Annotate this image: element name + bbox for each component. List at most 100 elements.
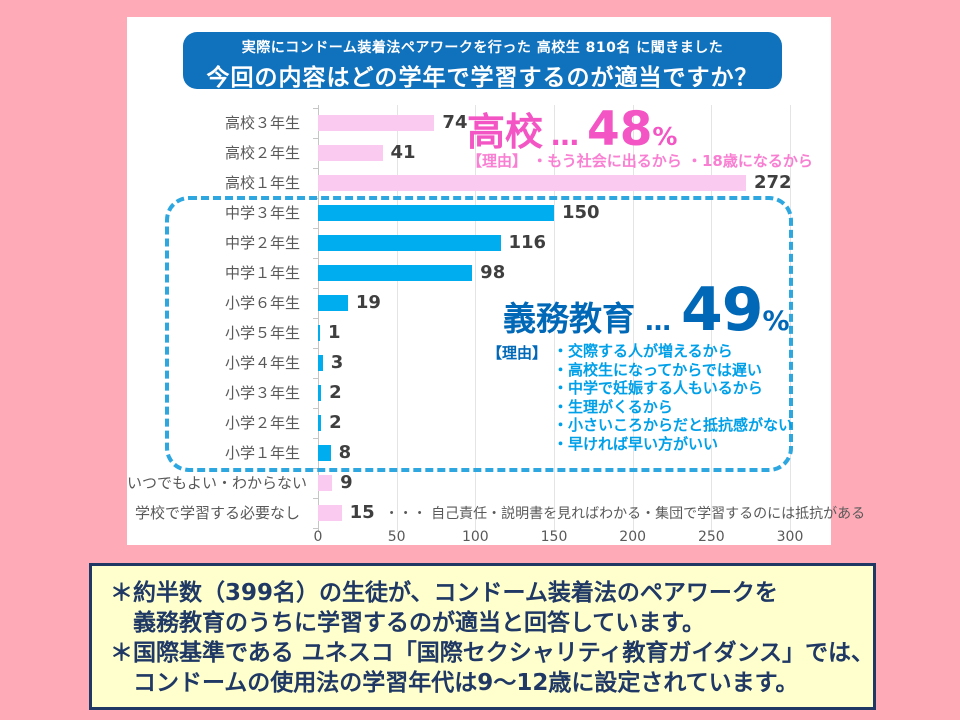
chart-row: 学校で学習する必要なし 15 ・・・ 自己責任・説明書を見ればわかる・集団で学習する… [127, 498, 865, 528]
category-label: 学校で学習する必要なし [134, 504, 300, 522]
category-label: 中学２年生 [224, 234, 300, 252]
highschool-reasons: 【理由】 ・もう社会に出るから ・18歳になるから [467, 152, 813, 170]
compulsory-percent-value: 49 [681, 275, 763, 345]
footnote-box: ＊約半数（399名）の生徒が、コンドーム装着法のペアワークを 義務教育のうちに学… [89, 563, 876, 710]
chart-row: 高校２年生 41 [127, 138, 831, 168]
chart-row: 小学５年生 1 [127, 318, 831, 348]
bar [318, 505, 342, 521]
category-label: 中学３年生 [224, 204, 300, 222]
category-label: 小学１年生 [224, 444, 300, 462]
value-label: 19 [355, 292, 381, 313]
bar [318, 415, 322, 431]
title-banner: 実際にコンドーム装着法ペアワークを行った 高校生 810名 に聞きました 今回の… [183, 32, 782, 91]
bar [318, 265, 473, 281]
compulsory-percent-unit: % [762, 306, 790, 337]
highschool-percentage-callout: 高校 … 48 % [467, 101, 677, 157]
value-label: 41 [390, 142, 416, 163]
footnote-line: 義務教育のうちに学習するのが適当と回答しています。 [110, 610, 706, 636]
chart-row: いつでもよい・わからない 9 [127, 468, 831, 498]
bar [318, 235, 501, 251]
chart-row: 中学３年生 150 [127, 198, 831, 228]
x-axis-tick-label: 150 [540, 529, 568, 545]
gridline [396, 105, 398, 532]
chart-row: 小学６年生 19 [127, 288, 831, 318]
category-label: 中学１年生 [224, 264, 300, 282]
category-axis-tick [313, 438, 318, 439]
chart-row: 小学３年生 2 [127, 378, 831, 408]
chart-row: 中学１年生 98 [127, 258, 831, 288]
compulsory-percentage-callout: 義務教育 … 49 % [503, 275, 790, 345]
value-label: 15 ・・・ 自己責任・説明書を見ればわかる・集団で学習するのには抵抗がある [349, 502, 866, 523]
category-label: 小学４年生 [224, 354, 300, 372]
chart-row: 高校３年生 74 [127, 108, 831, 138]
value-label: 116 [508, 232, 547, 253]
x-axis-tick-label: 250 [697, 529, 725, 545]
gridline [632, 105, 634, 532]
highschool-dots: … [551, 119, 580, 152]
value-label: 9 [340, 472, 353, 493]
bar [318, 355, 323, 371]
bar [318, 175, 746, 191]
category-axis-tick [313, 498, 318, 499]
value-label: 2 [329, 412, 342, 433]
footnote-line: ＊国際基準である ユネスコ「国際セクシャリティ教育ガイダンス」では、 [110, 640, 875, 666]
value-label: 74 [442, 112, 468, 133]
reason-item: ・中学で妊娠する人もいるから [553, 379, 763, 397]
reason-item: ・生理がくるから [553, 397, 673, 416]
compulsory-reasons-list: ・交際する人が増えるから ・高校生になってからでは遅い ・中学で妊娠する人もいるから… [553, 342, 793, 453]
footnote-line: コンドームの使用法の学習年代は9～12歳に設定されています。 [110, 670, 799, 696]
category-axis-tick [313, 288, 318, 289]
gridline [554, 105, 555, 532]
compulsory-dots: … [645, 307, 671, 337]
reason-item: ・高校生になってからでは遅い [553, 360, 762, 379]
category-axis-tick [313, 258, 318, 259]
category-label: 高校３年生 [224, 114, 300, 132]
category-axis-tick [313, 228, 318, 229]
value-label: 1 [328, 322, 341, 343]
value-label: 2 [329, 382, 342, 403]
value-label: 98 [480, 262, 506, 283]
value-label: 272 [753, 172, 792, 193]
category-axis-tick [313, 378, 318, 379]
x-axis-tick-label: 100 [461, 529, 489, 545]
x-axis-tick-label: 50 [387, 529, 406, 545]
highschool-label: 高校 [467, 110, 544, 154]
bar [318, 445, 331, 461]
category-label: 高校１年生 [224, 174, 300, 192]
chart-row: 小学４年生 3 [127, 348, 831, 378]
y-axis-line [318, 105, 319, 532]
category-axis-tick [313, 138, 318, 139]
value-label: 8 [338, 442, 352, 463]
bar [318, 115, 435, 131]
highschool-percent-unit: % [652, 122, 678, 151]
no-need-note: ・・・ 自己責任・説明書を見ればわかる・集団で学習するのには抵抗がある [384, 506, 866, 522]
category-axis-tick [313, 108, 318, 109]
category-axis-tick [313, 528, 318, 529]
value-label: 3 [330, 352, 344, 373]
chart-row: 小学１年生 8 [127, 438, 831, 468]
chart-row: 高校１年生 272 [127, 168, 831, 198]
chart-row: 中学２年生 116 [127, 228, 831, 258]
bar [318, 325, 320, 341]
category-axis-tick [313, 348, 318, 349]
survey-subtitle: 実際にコンドーム装着法ペアワークを行った 高校生 810名 に聞きました [241, 40, 724, 56]
survey-question-title: 今回の内容はどの学年で学習するのが適当ですか？ [206, 65, 759, 91]
gridline [711, 105, 713, 532]
bar-chart: 0 50 100 150 200 250 300 高校３年生 74 高校２年生 41 高校１年生 272… [127, 105, 865, 545]
highschool-percent-value: 48 [587, 102, 653, 157]
compulsory-reasons-header: 【理由】 [487, 344, 548, 362]
category-label: 小学６年生 [224, 294, 300, 312]
x-axis-tick-label: 200 [619, 529, 647, 545]
gridline [475, 105, 477, 532]
category-axis-tick [313, 168, 318, 169]
category-label: 小学３年生 [224, 384, 300, 402]
footnote-line: ＊約半数（399名）の生徒が、コンドーム装着法のペアワークを [110, 580, 778, 606]
bar [318, 385, 322, 401]
category-axis-tick [313, 318, 318, 319]
bar [318, 145, 383, 161]
category-label: 高校２年生 [224, 144, 300, 162]
category-axis-tick [313, 408, 318, 409]
category-label: 小学５年生 [224, 324, 300, 342]
compulsory-label: 義務教育 [503, 299, 635, 338]
